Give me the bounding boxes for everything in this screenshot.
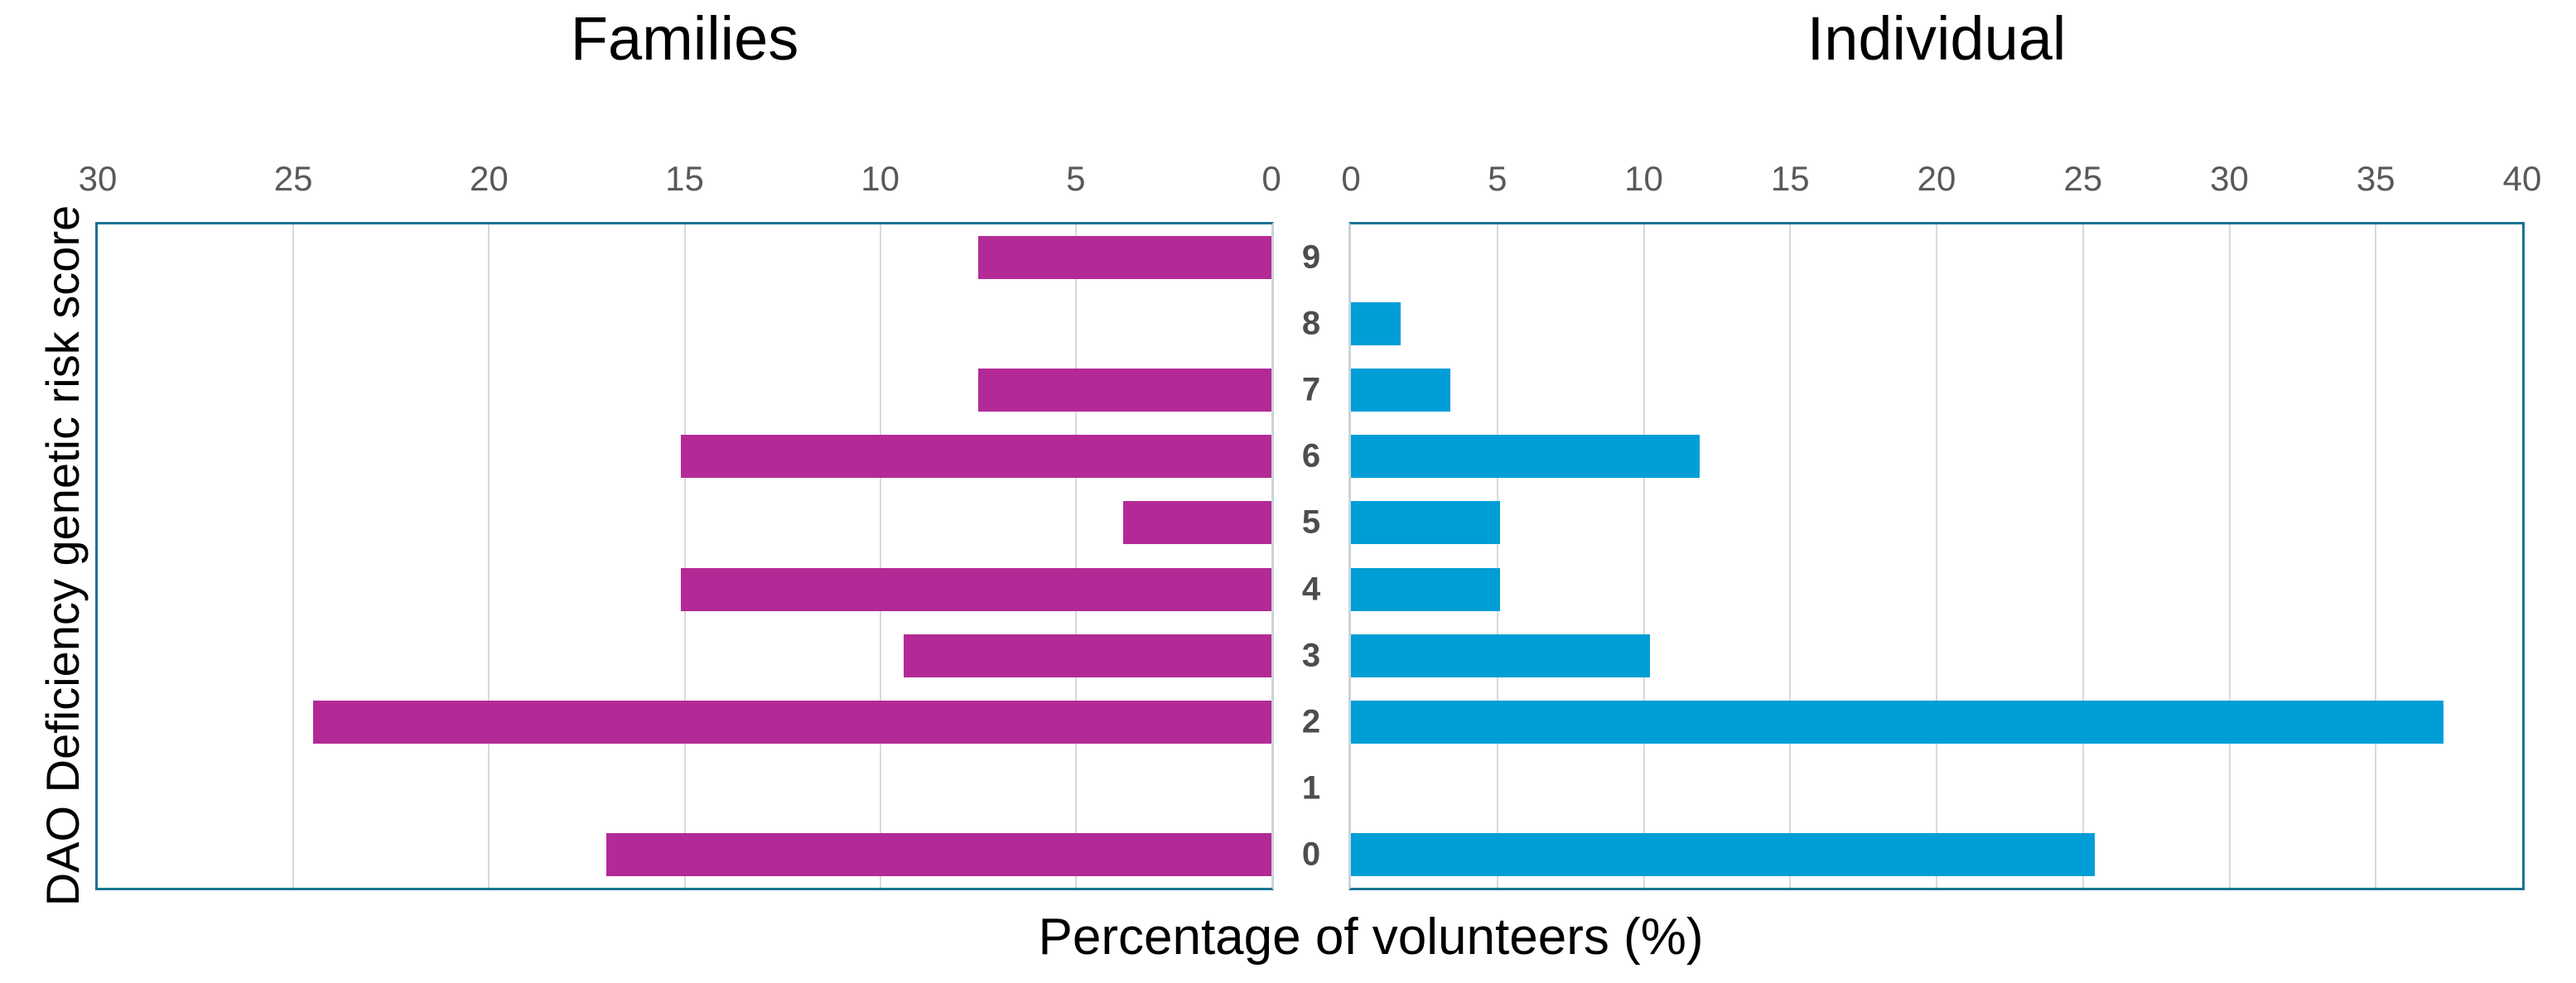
individual-gridline-20 [1936, 224, 1937, 888]
category-label-9: 9 [1301, 239, 1321, 276]
bar-individual-score-7 [1351, 369, 1451, 412]
individual-title: Individual [1807, 4, 2067, 73]
individual-gridline-25 [2082, 224, 2084, 888]
families-axis-tick-15: 15 [665, 159, 704, 198]
category-label-0: 0 [1301, 836, 1321, 873]
individual-axis-tick-5: 5 [1488, 159, 1507, 198]
category-label-2: 2 [1301, 703, 1321, 740]
category-label-6: 6 [1301, 437, 1321, 475]
individual-gridline-35 [2375, 224, 2377, 888]
individual-plot-area [1348, 222, 2525, 890]
individual-axis-tick-0: 0 [1341, 159, 1361, 198]
bar-individual-score-5 [1351, 501, 1501, 545]
families-axis-tick-0: 0 [1261, 159, 1281, 198]
families-plot-area [95, 222, 1274, 890]
individual-axis-tick-40: 40 [2502, 159, 2542, 198]
bar-individual-score-0 [1351, 832, 2095, 876]
category-label-5: 5 [1301, 504, 1321, 541]
families-axis-tick-5: 5 [1066, 159, 1086, 198]
families-title: Families [570, 4, 799, 73]
x-axis-title: Percentage of volunteers (%) [1038, 908, 1704, 966]
individual-axis-tick-25: 25 [2063, 159, 2103, 198]
families-gridline-15 [683, 224, 686, 888]
bar-families-score-9 [977, 236, 1271, 280]
individual-axis-tick-20: 20 [1917, 159, 1956, 198]
y-axis-title: DAO Deficiency genetic risk score [36, 205, 89, 907]
individual-gridline-15 [1789, 224, 1792, 888]
bar-families-score-6 [680, 435, 1271, 479]
bar-individual-score-3 [1351, 634, 1650, 677]
bar-individual-score-8 [1351, 302, 1401, 346]
families-axis-tick-20: 20 [469, 159, 509, 198]
individual-gridline-30 [2228, 224, 2231, 888]
families-gridline-5 [1074, 224, 1077, 888]
families-axis-tick-25: 25 [273, 159, 313, 198]
individual-axis-tick-30: 30 [2210, 159, 2249, 198]
individual-gridline-5 [1496, 224, 1498, 888]
category-label-1: 1 [1301, 769, 1321, 807]
bar-individual-score-4 [1351, 567, 1501, 611]
families-gridline-20 [488, 224, 490, 888]
individual-gridline-10 [1643, 224, 1645, 888]
families-axis-tick-10: 10 [861, 159, 900, 198]
category-label-3: 3 [1301, 637, 1321, 674]
families-gridline-10 [879, 224, 881, 888]
category-label-4: 4 [1301, 571, 1321, 608]
bar-families-score-5 [1122, 501, 1271, 545]
bar-individual-score-6 [1351, 435, 1700, 479]
bar-individual-score-2 [1351, 700, 2443, 744]
individual-axis-tick-10: 10 [1624, 159, 1663, 198]
bar-families-score-3 [904, 634, 1271, 677]
bar-families-score-7 [977, 369, 1271, 412]
bar-families-score-2 [312, 700, 1271, 744]
bar-families-score-0 [606, 832, 1271, 876]
bar-families-score-4 [680, 567, 1271, 611]
category-label-8: 8 [1301, 305, 1321, 342]
families-axis-tick-30: 30 [78, 159, 118, 198]
category-label-7: 7 [1301, 371, 1321, 408]
individual-axis-tick-15: 15 [1770, 159, 1810, 198]
families-gridline-25 [292, 224, 295, 888]
individual-axis-tick-35: 35 [2356, 159, 2395, 198]
